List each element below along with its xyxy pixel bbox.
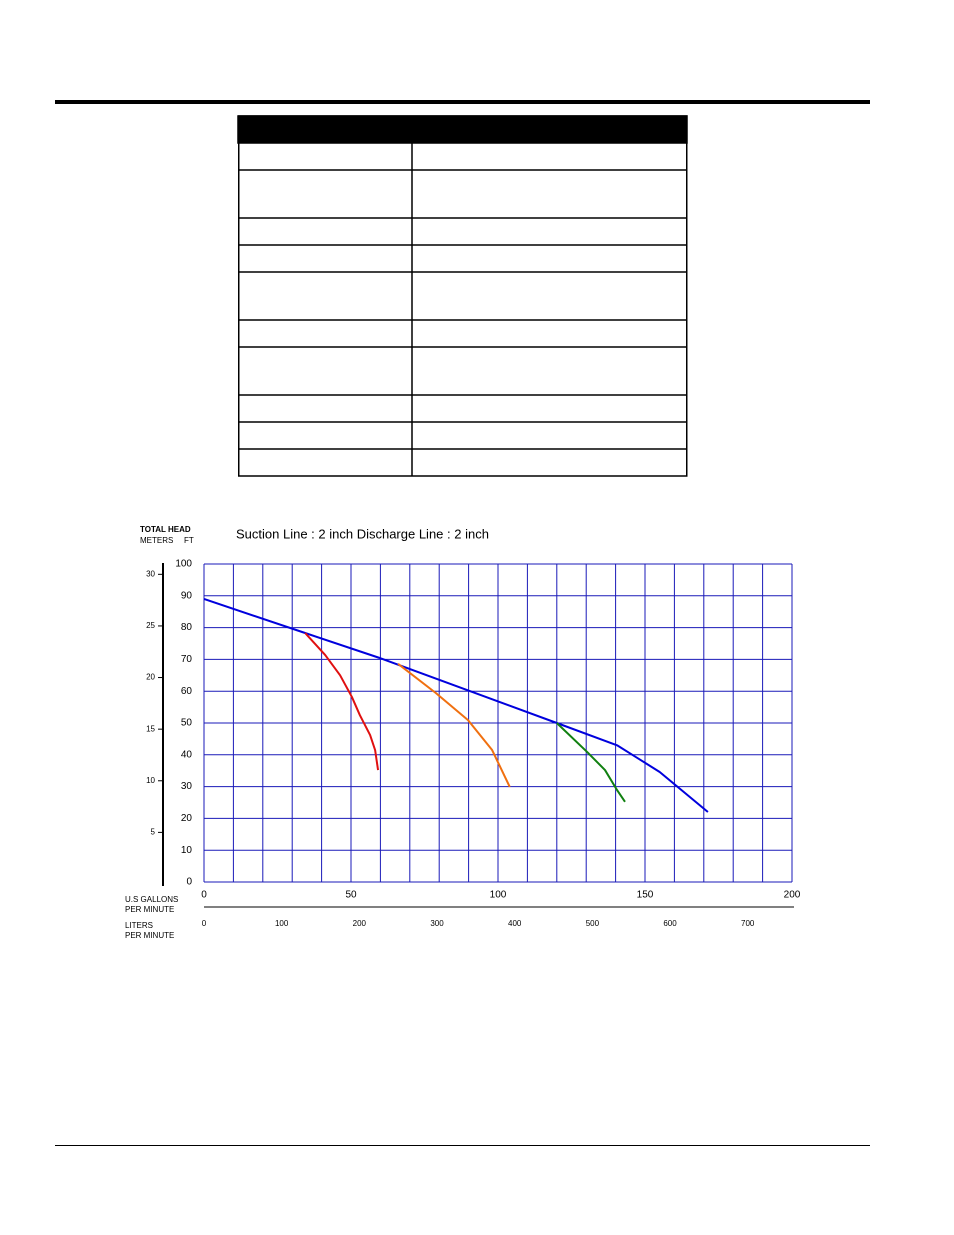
curve [304, 632, 380, 771]
y-tick-label: 50 [181, 718, 193, 729]
curve [397, 663, 511, 788]
y2-tick-label: 15 [146, 724, 155, 733]
x2-tick-label: 100 [275, 919, 289, 928]
y-tick-label: 70 [181, 654, 193, 665]
header-rule [55, 100, 870, 104]
spec-table [237, 115, 688, 477]
x2-axis-label: PER MINUTE [125, 931, 174, 940]
x-tick-label: 100 [490, 890, 507, 901]
y2-tick-label: 25 [146, 621, 155, 630]
y-tick-label: 30 [181, 781, 193, 792]
y-tick-label: 10 [181, 845, 193, 856]
y2-tick-label: 30 [146, 569, 155, 578]
y-label-top: TOTAL HEAD [140, 525, 191, 534]
table-header [237, 115, 688, 144]
x2-tick-label: 0 [202, 919, 207, 928]
x2-tick-label: 700 [741, 919, 755, 928]
y2-tick-label: 10 [146, 776, 155, 785]
chart-title: Suction Line : 2 inch Discharge Line : 2… [236, 526, 489, 541]
curve [203, 598, 709, 813]
y-tick-label: 90 [181, 590, 193, 601]
y2-axis-label: METERS [140, 536, 173, 545]
y2-tick-label: 5 [151, 827, 156, 836]
x2-tick-label: 200 [353, 919, 367, 928]
y-tick-label: 100 [175, 559, 192, 570]
y-tick-label: 20 [181, 813, 193, 824]
x-tick-label: 200 [784, 890, 801, 901]
footer-rule [55, 1145, 870, 1146]
y-tick-label: 40 [181, 749, 193, 760]
y2-tick-label: 20 [146, 673, 155, 682]
table-frame [238, 115, 688, 477]
x-axis-label: PER MINUTE [125, 905, 174, 914]
x-axis-label: U.S GALLONS [125, 895, 178, 904]
y-tick-label: 0 [186, 877, 192, 888]
x2-tick-label: 500 [586, 919, 600, 928]
x2-tick-label: 400 [508, 919, 522, 928]
x-tick-label: 0 [201, 890, 207, 901]
x-tick-label: 50 [345, 890, 357, 901]
y-axis-label: FT [184, 536, 194, 545]
y-tick-label: 80 [181, 622, 193, 633]
y-tick-label: 60 [181, 686, 193, 697]
x2-tick-label: 300 [430, 919, 444, 928]
x2-axis-label: LITERS [125, 921, 153, 930]
x2-tick-label: 600 [663, 919, 677, 928]
curve [556, 722, 626, 803]
x-tick-label: 150 [637, 890, 654, 901]
